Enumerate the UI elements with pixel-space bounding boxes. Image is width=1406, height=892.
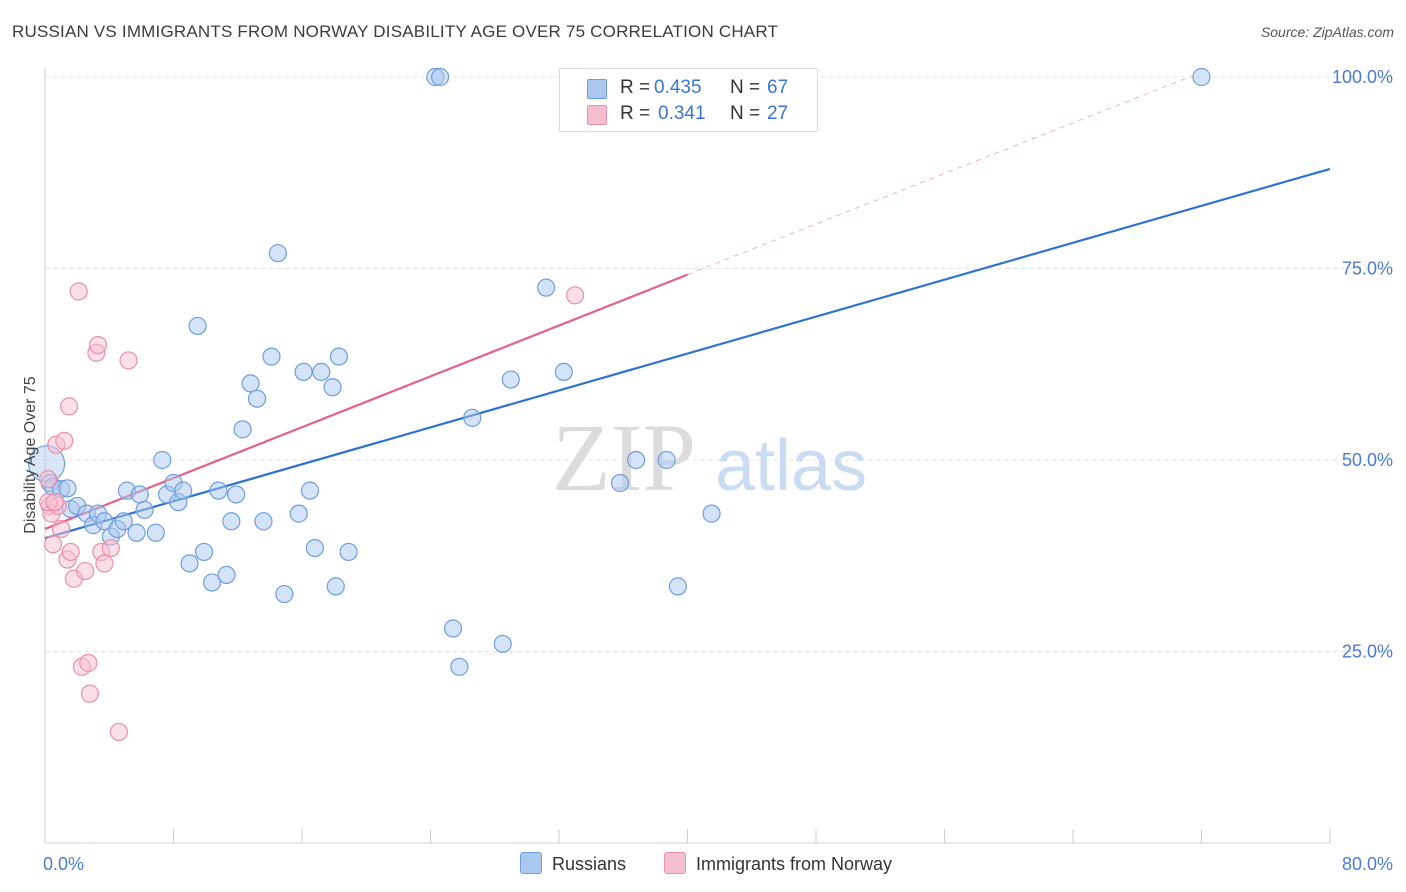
- point-norway: [39, 470, 58, 489]
- point-russians: [202, 573, 222, 592]
- bottom-legend-swatch-russians: [520, 852, 542, 874]
- legend-r-value: 0.341: [658, 103, 706, 124]
- point-russians: [537, 278, 556, 297]
- trend-line-norway: [44, 273, 688, 530]
- bottom-legend-label-russians: Russians: [552, 854, 627, 874]
- point-russians: [222, 512, 241, 531]
- legend-swatch-norway: [587, 105, 607, 125]
- point-norway: [43, 535, 63, 554]
- bottom-legend-swatch-norway: [664, 852, 686, 874]
- legend-n-value: 27: [767, 103, 789, 124]
- x-tick-label: 80.0%: [1342, 854, 1393, 874]
- point-russians: [275, 584, 294, 604]
- point-norway: [59, 397, 79, 416]
- point-norway: [61, 542, 80, 562]
- point-russians: [194, 542, 214, 562]
- point-russians: [188, 316, 207, 336]
- legend-r-label: R =: [620, 77, 651, 98]
- point-norway: [51, 519, 71, 539]
- point-russians: [268, 244, 288, 263]
- point-russians: [626, 450, 646, 470]
- point-norway: [119, 351, 138, 370]
- point-russians: [450, 657, 469, 676]
- point-russians: [217, 565, 236, 585]
- point-russians: [180, 554, 199, 573]
- point-russians: [339, 542, 358, 562]
- point-russians: [174, 481, 193, 500]
- point-russians: [1192, 67, 1211, 87]
- point-norway: [95, 554, 114, 573]
- point-russians: [493, 634, 512, 653]
- point-russians: [702, 504, 721, 523]
- point-russians: [323, 378, 342, 397]
- x-tick-label: 0.0%: [43, 854, 84, 874]
- bottom-legend-label-norway: Immigrants from Norway: [696, 854, 893, 874]
- legend-n-value: 67: [767, 77, 789, 98]
- point-russians: [135, 500, 154, 519]
- trend-extension-norway: [687, 75, 1194, 276]
- watermark: ZIP atlas: [552, 404, 867, 511]
- point-russians: [209, 481, 228, 500]
- legend-r-value: 0.435: [654, 77, 702, 98]
- point-russians: [241, 374, 260, 393]
- y-tick-label: 25.0%: [1342, 642, 1393, 662]
- point-norway: [109, 722, 128, 742]
- trend-lines: [44, 75, 1331, 540]
- point-russians: [501, 370, 520, 389]
- point-norway: [76, 561, 95, 581]
- point-russians: [554, 362, 573, 382]
- point-russians: [153, 450, 172, 470]
- grid-lines: [45, 76, 1392, 652]
- tick-labels: 25.0% 50.0% 75.0% 100.0% 0.0% 80.0%: [43, 67, 1393, 874]
- stats-legend: R = 0.435 N = 67 R = 0.341 N = 27: [559, 68, 818, 132]
- point-norway: [69, 282, 88, 301]
- point-norway: [88, 336, 108, 355]
- point-russians: [305, 538, 324, 558]
- point-russians: [247, 389, 267, 408]
- point-russians: [312, 362, 331, 382]
- point-russians: [127, 523, 146, 542]
- trend-line-russians: [44, 167, 1331, 540]
- y-tick-label: 50.0%: [1342, 450, 1393, 470]
- source-label: Source: ZipAtlas.com: [1260, 24, 1394, 40]
- point-russians: [329, 347, 349, 366]
- point-russians: [58, 479, 77, 498]
- y-axis-title: Disability Age Over 75: [22, 376, 39, 534]
- point-norway: [45, 493, 64, 512]
- point-norway: [55, 431, 74, 450]
- point-russians: [262, 347, 281, 366]
- point-russians: [146, 523, 165, 542]
- chart-title: RUSSIAN VS IMMIGRANTS FROM NORWAY DISABI…: [12, 22, 779, 41]
- point-russians: [294, 362, 313, 382]
- point-russians: [130, 485, 149, 504]
- bottom-legend-russians: Russians: [520, 852, 626, 875]
- point-russians: [233, 420, 252, 439]
- point-norway: [80, 684, 100, 703]
- point-russians: [657, 450, 676, 470]
- point-russians: [326, 577, 345, 596]
- watermark-atlas: atlas: [715, 426, 867, 506]
- y-tick-label: 75.0%: [1342, 259, 1393, 279]
- bottom-legend-norway: Immigrants from Norway: [664, 852, 892, 875]
- point-russians: [300, 481, 320, 500]
- point-russians: [463, 408, 482, 427]
- legend-n-label: N =: [730, 77, 761, 98]
- point-russians: [114, 512, 133, 531]
- point-norway: [101, 538, 120, 558]
- legend-swatch-russians: [587, 79, 607, 99]
- legend-n-label: N =: [730, 103, 761, 124]
- point-russians: [443, 619, 463, 638]
- point-norway: [79, 653, 98, 673]
- point-russians: [254, 512, 273, 531]
- point-russians: [227, 485, 246, 504]
- y-tick-label: 100.0%: [1332, 67, 1393, 87]
- point-russians: [431, 67, 450, 87]
- point-russians: [289, 504, 308, 523]
- point-norway: [565, 286, 585, 305]
- axes: [44, 68, 1331, 844]
- legend-r-label: R =: [620, 103, 651, 124]
- point-russians: [668, 577, 687, 596]
- point-russians: [610, 473, 630, 493]
